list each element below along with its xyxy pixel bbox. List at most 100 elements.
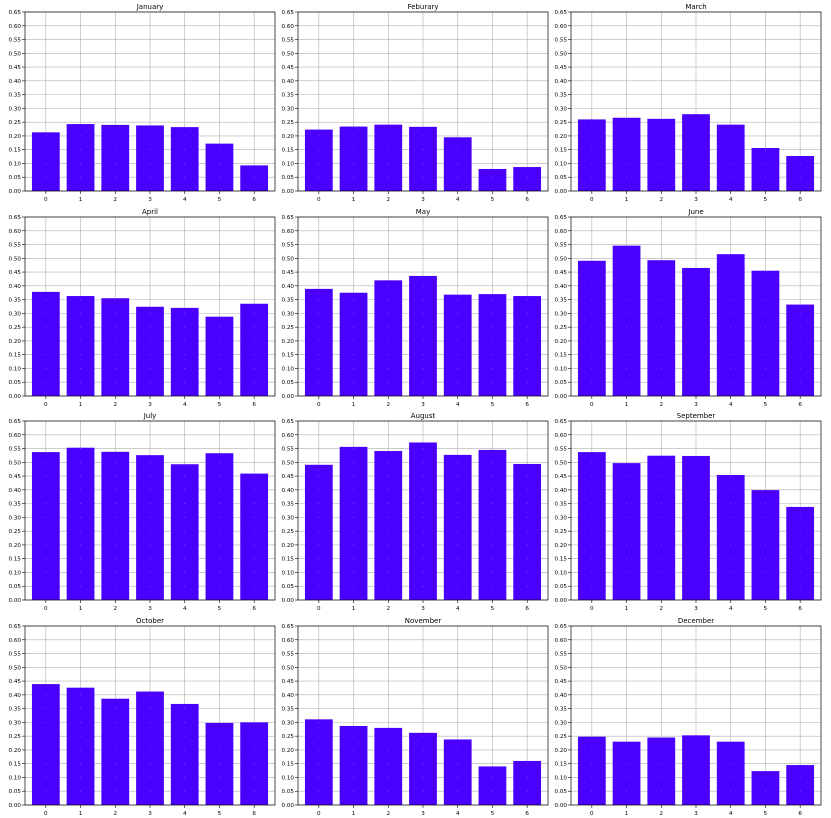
grid-dot: [353, 749, 355, 751]
grid-dot: [45, 162, 47, 164]
y-tick-label: 0.00: [9, 189, 22, 195]
grid-dot: [660, 326, 662, 328]
grid-dot: [80, 790, 82, 792]
bar: [443, 739, 472, 805]
grid-dot: [387, 585, 389, 587]
y-tick-label: 0.65: [555, 624, 568, 630]
y-tick-label: 0.00: [555, 598, 568, 604]
grid-dot: [660, 749, 662, 751]
grid-dot: [695, 340, 697, 342]
bar: [647, 118, 676, 191]
grid-dot: [730, 354, 732, 356]
grid-dot: [626, 763, 628, 765]
grid-dot: [318, 367, 320, 369]
grid-dot: [591, 381, 593, 383]
y-tick-label: 0.35: [9, 93, 22, 99]
grid-dot: [695, 312, 697, 314]
grid-dot: [457, 149, 459, 151]
x-tick-label: 0: [317, 811, 321, 817]
x-tick-label: 1: [352, 402, 356, 408]
grid-dot: [591, 340, 593, 342]
x-tick-label: 6: [525, 811, 529, 817]
grid-dot: [526, 176, 528, 178]
bar: [751, 490, 780, 600]
bar: [66, 296, 95, 396]
grid-dot: [387, 326, 389, 328]
grid-dot: [149, 694, 151, 696]
grid-dot: [80, 544, 82, 546]
grid-dot: [149, 721, 151, 723]
grid-dot: [695, 571, 697, 573]
y-tick-label: 0.35: [555, 707, 568, 713]
grid-dot: [660, 340, 662, 342]
grid-dot: [149, 558, 151, 560]
bar: [136, 125, 164, 191]
grid-dot: [660, 475, 662, 477]
grid-dot: [353, 585, 355, 587]
x-tick-label: 6: [798, 811, 802, 817]
grid-dot: [730, 340, 732, 342]
grid-dot: [253, 749, 255, 751]
bar: [786, 765, 815, 805]
grid-dot: [353, 776, 355, 778]
grid-dot: [45, 326, 47, 328]
grid-dot: [591, 367, 593, 369]
grid-dot: [149, 790, 151, 792]
grid-dot: [353, 381, 355, 383]
plot-frame: [570, 420, 822, 601]
grid-dot: [660, 121, 662, 123]
grid-dot: [45, 530, 47, 532]
grid-dot: [660, 135, 662, 137]
grid-dot: [591, 475, 593, 477]
chart-title: December: [678, 617, 714, 625]
grid-dot: [422, 135, 424, 137]
y-tick-label: 0.35: [555, 502, 568, 508]
y-tick-label: 0.50: [555, 51, 568, 57]
grid-dot: [660, 299, 662, 301]
grid-dot: [695, 149, 697, 151]
grid-dot: [184, 367, 186, 369]
grid-dot: [626, 530, 628, 532]
grid-dot: [422, 544, 424, 546]
y-tick-label: 0.40: [282, 693, 295, 699]
grid-dot: [626, 354, 628, 356]
y-tick-label: 0.35: [282, 298, 295, 304]
grid-dot: [387, 135, 389, 137]
y-tick-label: 0.00: [282, 598, 295, 604]
grid-dot: [799, 585, 801, 587]
grid-dot: [114, 299, 116, 301]
grid-dot: [149, 176, 151, 178]
grid-dot: [218, 571, 220, 573]
grid-dot: [457, 461, 459, 463]
x-tick-label: 3: [421, 197, 425, 203]
y-tick-label: 0.05: [282, 175, 295, 181]
grid-dot: [318, 503, 320, 505]
grid-dot: [799, 544, 801, 546]
grid-dot: [353, 354, 355, 356]
bar: [240, 165, 269, 191]
y-tick-label: 0.05: [555, 175, 568, 181]
grid-dot: [80, 585, 82, 587]
grid-dot: [695, 585, 697, 587]
grid-dot: [218, 516, 220, 518]
chart-panel-march: March 0.00 0.05 0.10 0.15 0.20 0.25 0.30 0.35 0.4…: [555, 3, 822, 203]
grid-dot: [491, 503, 493, 505]
grid-dot: [457, 489, 459, 491]
y-tick-label: 0.10: [282, 366, 295, 372]
bar: [31, 132, 60, 191]
grid-dot: [730, 326, 732, 328]
y-tick-label: 0.35: [555, 93, 568, 99]
grid-dot: [457, 516, 459, 518]
grid-dot: [387, 340, 389, 342]
y-tick-label: 0.25: [282, 120, 295, 126]
y-tick-label: 0.40: [555, 488, 568, 494]
grid-dot: [626, 516, 628, 518]
bar: [751, 270, 780, 396]
grid-dot: [253, 544, 255, 546]
x-tick-label: 4: [729, 811, 733, 817]
grid-dot: [353, 544, 355, 546]
grid-dot: [764, 530, 766, 532]
grid-dot: [45, 790, 47, 792]
grid-dot: [626, 299, 628, 301]
bar: [647, 260, 676, 396]
